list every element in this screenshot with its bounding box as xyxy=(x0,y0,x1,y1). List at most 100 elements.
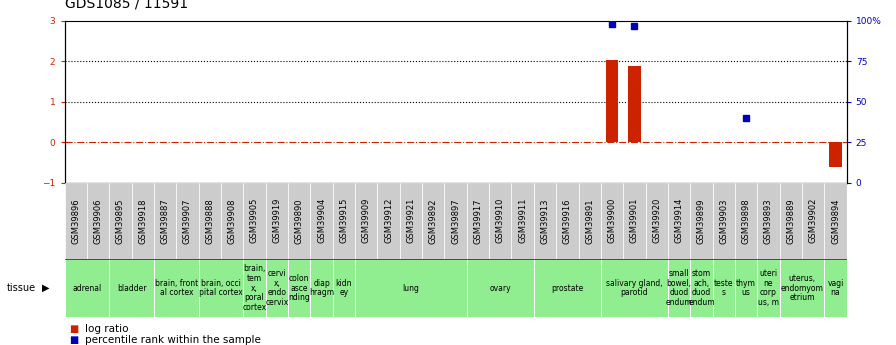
Bar xyxy=(87,183,109,259)
Bar xyxy=(668,259,690,317)
Text: GSM39902: GSM39902 xyxy=(809,198,818,244)
Text: vagi
na: vagi na xyxy=(827,279,844,297)
Bar xyxy=(467,259,534,317)
Bar xyxy=(265,259,288,317)
Text: ■: ■ xyxy=(69,325,78,334)
Text: GSM39912: GSM39912 xyxy=(384,198,393,244)
Bar xyxy=(422,183,444,259)
Text: GSM39915: GSM39915 xyxy=(340,198,349,244)
Text: GSM39918: GSM39918 xyxy=(138,198,147,244)
Bar xyxy=(154,183,177,259)
Bar xyxy=(780,183,802,259)
Bar xyxy=(444,183,467,259)
Text: GSM39906: GSM39906 xyxy=(93,198,102,244)
Bar xyxy=(355,259,467,317)
Bar xyxy=(109,183,132,259)
Text: GSM39898: GSM39898 xyxy=(742,198,751,244)
Text: GSM39920: GSM39920 xyxy=(652,198,661,244)
Text: GSM39896: GSM39896 xyxy=(71,198,80,244)
Bar xyxy=(288,259,310,317)
Bar xyxy=(824,259,847,317)
Bar xyxy=(199,259,244,317)
Text: bladder: bladder xyxy=(116,284,146,293)
Bar xyxy=(534,259,601,317)
Text: brain, front
al cortex: brain, front al cortex xyxy=(155,279,198,297)
Bar xyxy=(824,183,847,259)
Bar xyxy=(221,183,244,259)
Text: GSM39908: GSM39908 xyxy=(228,198,237,244)
Bar xyxy=(65,183,87,259)
Bar xyxy=(265,183,288,259)
Text: teste
s: teste s xyxy=(714,279,734,297)
Bar xyxy=(310,259,332,317)
Text: GSM39894: GSM39894 xyxy=(831,198,840,244)
Text: prostate: prostate xyxy=(551,284,583,293)
Text: GDS1085 / 11591: GDS1085 / 11591 xyxy=(65,0,187,10)
Text: GSM39897: GSM39897 xyxy=(451,198,461,244)
Text: GSM39895: GSM39895 xyxy=(116,198,125,244)
Text: lung: lung xyxy=(402,284,419,293)
Bar xyxy=(244,259,265,317)
Text: colon
asce
nding: colon asce nding xyxy=(289,274,310,302)
Bar xyxy=(65,259,109,317)
Text: ▶: ▶ xyxy=(42,283,49,293)
Bar xyxy=(624,183,646,259)
Text: GSM39919: GSM39919 xyxy=(272,198,281,244)
Text: GSM39890: GSM39890 xyxy=(295,198,304,244)
Text: GSM39892: GSM39892 xyxy=(429,198,438,244)
Text: ■: ■ xyxy=(69,335,78,345)
Bar xyxy=(132,183,154,259)
Bar xyxy=(310,183,332,259)
Bar xyxy=(757,259,780,317)
Bar xyxy=(355,183,377,259)
Bar xyxy=(109,259,154,317)
Bar xyxy=(579,183,601,259)
Text: GSM39887: GSM39887 xyxy=(160,198,169,244)
Text: GSM39901: GSM39901 xyxy=(630,198,639,244)
Text: GSM39899: GSM39899 xyxy=(697,198,706,244)
Text: GSM39893: GSM39893 xyxy=(764,198,773,244)
Text: GSM39911: GSM39911 xyxy=(518,198,527,244)
Bar xyxy=(712,259,735,317)
Text: brain, occi
pital cortex: brain, occi pital cortex xyxy=(199,279,243,297)
Bar xyxy=(668,183,690,259)
Text: tissue: tissue xyxy=(6,283,36,293)
Bar xyxy=(244,183,265,259)
Bar xyxy=(757,183,780,259)
Bar xyxy=(556,183,579,259)
Bar xyxy=(780,259,824,317)
Bar xyxy=(400,183,422,259)
Bar xyxy=(332,259,355,317)
Text: GSM39921: GSM39921 xyxy=(407,198,416,244)
Text: GSM39914: GSM39914 xyxy=(675,198,684,244)
Bar xyxy=(512,183,534,259)
Text: GSM39888: GSM39888 xyxy=(205,198,214,244)
Text: percentile rank within the sample: percentile rank within the sample xyxy=(85,335,261,345)
Bar xyxy=(467,183,489,259)
Text: stom
ach,
duod
endum: stom ach, duod endum xyxy=(688,269,715,307)
Text: kidn
ey: kidn ey xyxy=(336,279,352,297)
Bar xyxy=(802,183,824,259)
Bar xyxy=(489,183,512,259)
Bar xyxy=(601,183,624,259)
Text: GSM39903: GSM39903 xyxy=(719,198,728,244)
Text: cervi
x,
endo
cervix: cervi x, endo cervix xyxy=(265,269,289,307)
Text: GSM39907: GSM39907 xyxy=(183,198,192,244)
Text: GSM39917: GSM39917 xyxy=(473,198,482,244)
Bar xyxy=(830,142,841,167)
Text: ovary: ovary xyxy=(489,284,511,293)
Text: brain,
tem
x,
poral
cortex: brain, tem x, poral cortex xyxy=(243,264,266,312)
Bar xyxy=(199,183,221,259)
Text: GSM39910: GSM39910 xyxy=(495,198,504,244)
Bar xyxy=(735,259,757,317)
Text: GSM39904: GSM39904 xyxy=(317,198,326,244)
Text: uterus,
endomyom
etrium: uterus, endomyom etrium xyxy=(780,274,823,302)
Bar xyxy=(646,183,668,259)
Text: GSM39909: GSM39909 xyxy=(362,198,371,244)
Bar xyxy=(712,183,735,259)
Bar xyxy=(377,183,400,259)
Text: GSM39891: GSM39891 xyxy=(585,198,594,244)
Bar xyxy=(177,183,199,259)
Bar xyxy=(601,259,668,317)
Bar xyxy=(628,66,641,142)
